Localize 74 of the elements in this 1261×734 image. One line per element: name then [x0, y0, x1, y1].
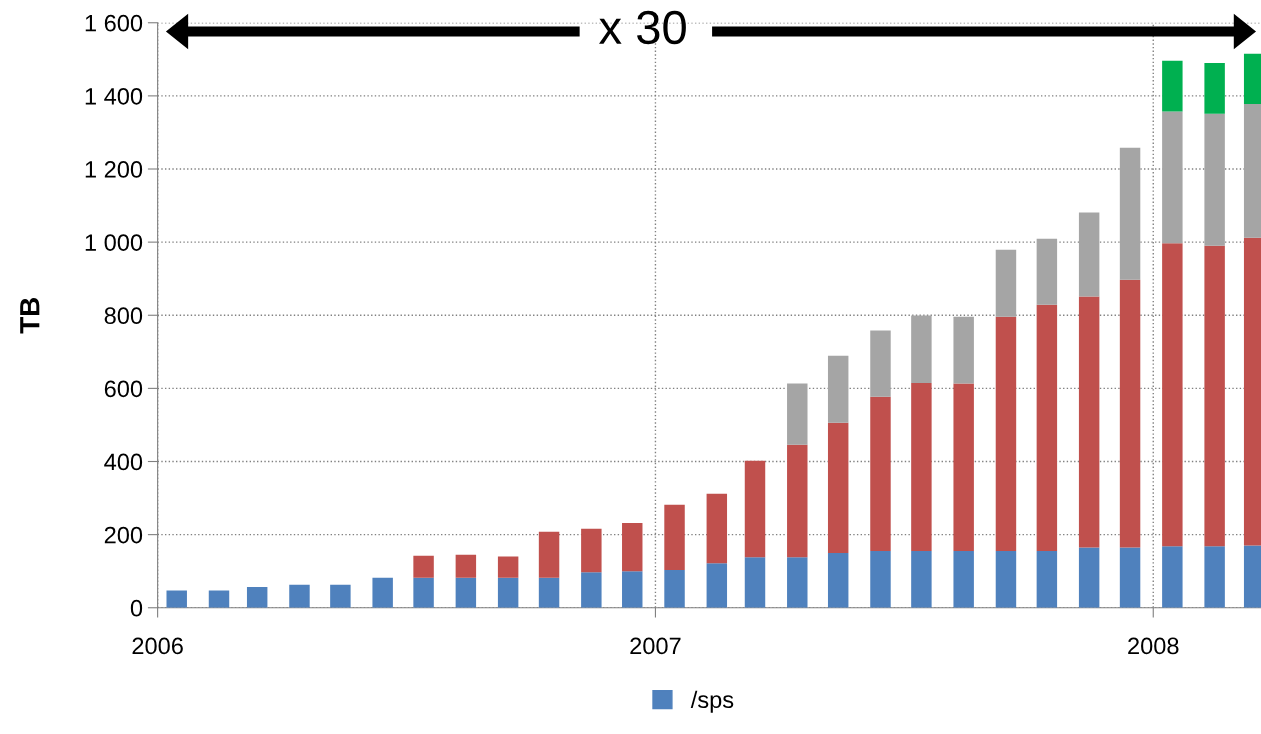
bar: [870, 551, 891, 608]
bar: [706, 493, 728, 564]
y-tick-label: 600: [104, 380, 143, 398]
bar: [664, 504, 685, 571]
bar: [827, 552, 849, 608]
bar: [1036, 551, 1058, 608]
bar: [995, 316, 1017, 552]
bar: [1119, 279, 1141, 548]
bar: [581, 572, 602, 608]
bar: [1162, 60, 1183, 112]
bar: [497, 577, 519, 608]
bar: [744, 557, 766, 608]
bar: [911, 551, 932, 608]
bar: [1162, 111, 1183, 244]
bar: [455, 554, 477, 578]
bar: [1078, 547, 1100, 608]
bar: [497, 556, 519, 578]
bar: [330, 584, 351, 608]
bar: [1078, 212, 1100, 297]
bar: [208, 590, 230, 608]
annotation: x 30: [599, 10, 686, 45]
bar: [995, 249, 1017, 317]
y-tick-label: 800: [104, 307, 143, 325]
bar: [787, 383, 808, 445]
bar: [246, 586, 268, 608]
bar: [787, 557, 808, 608]
bar: [166, 590, 187, 608]
legend-label: /sps: [690, 690, 734, 713]
bar: [1204, 245, 1225, 547]
bar: [995, 551, 1017, 608]
bar: [1078, 296, 1100, 548]
x-tick-label: 2008: [1128, 637, 1179, 655]
bar: [664, 570, 685, 608]
y-tick-label: 0: [130, 599, 143, 617]
bar: [827, 422, 849, 553]
x-tick-label: 2006: [132, 637, 183, 655]
bar: [911, 315, 932, 383]
bar: [953, 383, 974, 552]
bar: [455, 577, 477, 608]
y-tick-label: 200: [104, 526, 143, 544]
y-tick-label: 400: [104, 453, 143, 471]
bar: [538, 577, 560, 608]
bar: [1119, 147, 1141, 280]
bar: [911, 382, 932, 552]
bar: [1036, 238, 1058, 305]
bar: [744, 460, 766, 558]
bar: [538, 531, 560, 578]
bar: [1036, 304, 1058, 552]
bar: [1162, 243, 1183, 547]
y-tick-label: 1 400: [85, 87, 143, 105]
y-tick-label: 1 600: [85, 14, 143, 32]
bar: [870, 330, 891, 397]
bar: [1204, 62, 1225, 114]
bar: [1204, 113, 1225, 246]
bar: [289, 584, 310, 608]
y-axis-title: TB: [20, 298, 40, 334]
bar: [1162, 546, 1183, 608]
bar: [372, 577, 393, 608]
bar: [827, 355, 849, 423]
bar: [953, 551, 974, 608]
bar: [622, 571, 643, 608]
bar: [1204, 546, 1225, 608]
bar: [870, 396, 891, 552]
bar: [413, 577, 434, 608]
y-tick-label: 1 200: [85, 161, 143, 178]
bar: [953, 316, 974, 384]
x-tick-label: 2007: [630, 637, 681, 655]
y-tick-label: 1 000: [85, 234, 143, 251]
bar: [413, 555, 434, 578]
bar: [787, 444, 808, 558]
bar: [706, 563, 728, 608]
bar: [581, 528, 602, 573]
bar: [622, 522, 643, 572]
bar: [1119, 547, 1141, 608]
